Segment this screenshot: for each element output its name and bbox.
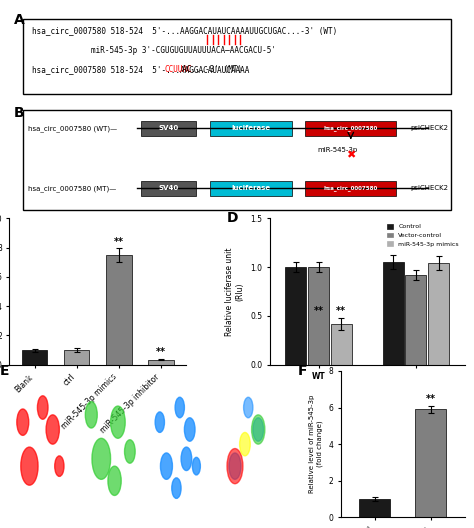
Circle shape — [161, 453, 173, 479]
Text: ✖: ✖ — [346, 150, 356, 160]
Circle shape — [17, 409, 29, 436]
Circle shape — [172, 478, 181, 498]
Text: B: B — [14, 106, 25, 120]
Text: **: ** — [156, 346, 166, 356]
Bar — [359, 499, 390, 517]
Text: E: E — [0, 364, 9, 378]
Text: hsa_circ_0007580: hsa_circ_0007580 — [324, 185, 378, 191]
Circle shape — [227, 449, 243, 484]
Bar — [415, 409, 446, 517]
Text: **: ** — [114, 237, 124, 247]
Text: A: A — [14, 13, 25, 27]
Bar — [148, 360, 174, 365]
Circle shape — [46, 415, 59, 444]
Text: luciferase: luciferase — [231, 125, 270, 131]
Circle shape — [108, 466, 121, 495]
FancyBboxPatch shape — [305, 121, 396, 136]
Legend: Control, Vector-control, miR-545-3p mimics: Control, Vector-control, miR-545-3p mimi… — [384, 221, 461, 249]
Text: psiCHECK2: psiCHECK2 — [410, 125, 448, 131]
Text: CCUUAC: CCUUAC — [165, 65, 192, 74]
Text: **: ** — [314, 306, 324, 316]
FancyBboxPatch shape — [141, 181, 196, 196]
Text: psiCHECK2: psiCHECK2 — [410, 185, 448, 192]
Text: miR-545-3p 3'-CGUGUGUUAUUUACA—AACGACU-5': miR-545-3p 3'-CGUGUGUUAUUUACA—AACGACU-5' — [91, 46, 276, 55]
Bar — [405, 275, 426, 365]
Y-axis label: Relative level of miR-545-3p
(fold change): Relative level of miR-545-3p (fold chang… — [310, 395, 323, 493]
Circle shape — [21, 447, 38, 485]
Bar — [428, 263, 449, 365]
FancyBboxPatch shape — [23, 20, 451, 94]
Text: Merge: Merge — [238, 375, 258, 380]
Text: SV40: SV40 — [159, 125, 179, 131]
Bar — [285, 267, 306, 365]
Circle shape — [37, 396, 48, 419]
Circle shape — [110, 406, 125, 438]
Text: DAPI: DAPI — [173, 375, 187, 380]
Text: **: ** — [426, 394, 436, 404]
Circle shape — [55, 456, 64, 476]
Text: AC...-3' (MT): AC...-3' (MT) — [182, 65, 242, 74]
Text: F: F — [298, 364, 307, 378]
Bar — [331, 324, 352, 365]
Text: miR-545-3p: miR-545-3p — [317, 147, 357, 153]
Circle shape — [125, 440, 135, 463]
Circle shape — [92, 438, 110, 479]
Y-axis label: Relative luciferase unit
(RIu): Relative luciferase unit (RIu) — [225, 247, 245, 336]
Text: hsa_circ_0007580 (MT)—: hsa_circ_0007580 (MT)— — [27, 185, 116, 192]
Text: hsa_circ_0007580 518-524  5'-...AAGGACAUAUCAAAAUUGCUGAC...-3' (WT): hsa_circ_0007580 518-524 5'-...AAGGACAUA… — [32, 26, 337, 35]
Circle shape — [175, 397, 184, 418]
FancyBboxPatch shape — [210, 181, 292, 196]
Text: **: ** — [336, 306, 346, 316]
Text: D: D — [227, 211, 238, 225]
Circle shape — [240, 432, 250, 456]
Text: 10 μm: 10 μm — [253, 496, 271, 501]
Text: hsa_circ_0007580 (WT)—: hsa_circ_0007580 (WT)— — [27, 125, 117, 131]
Text: hsa_circ_00075: hsa_circ_00075 — [18, 375, 67, 381]
Circle shape — [229, 453, 241, 479]
Text: miR-545-3p: miR-545-3p — [93, 375, 129, 380]
Text: hsa_circ_0007580: hsa_circ_0007580 — [324, 125, 378, 131]
Text: SV40: SV40 — [159, 185, 179, 192]
FancyBboxPatch shape — [305, 181, 396, 196]
Bar — [383, 262, 404, 365]
Bar — [308, 267, 329, 365]
Circle shape — [252, 415, 265, 444]
Circle shape — [155, 412, 164, 432]
FancyBboxPatch shape — [210, 121, 292, 136]
Circle shape — [184, 418, 195, 441]
Bar — [106, 255, 132, 365]
Circle shape — [244, 397, 253, 418]
Circle shape — [181, 447, 191, 470]
Circle shape — [85, 402, 97, 428]
Circle shape — [192, 457, 201, 475]
FancyBboxPatch shape — [141, 121, 196, 136]
FancyBboxPatch shape — [23, 110, 451, 210]
Text: hsa_circ_0007580 518-524  5'-...AAGGACAUAUCAAAA: hsa_circ_0007580 518-524 5'-...AAGGACAUA… — [32, 65, 250, 74]
Bar — [64, 350, 90, 365]
Circle shape — [253, 418, 264, 441]
Text: luciferase: luciferase — [231, 185, 270, 192]
Bar — [22, 350, 47, 365]
